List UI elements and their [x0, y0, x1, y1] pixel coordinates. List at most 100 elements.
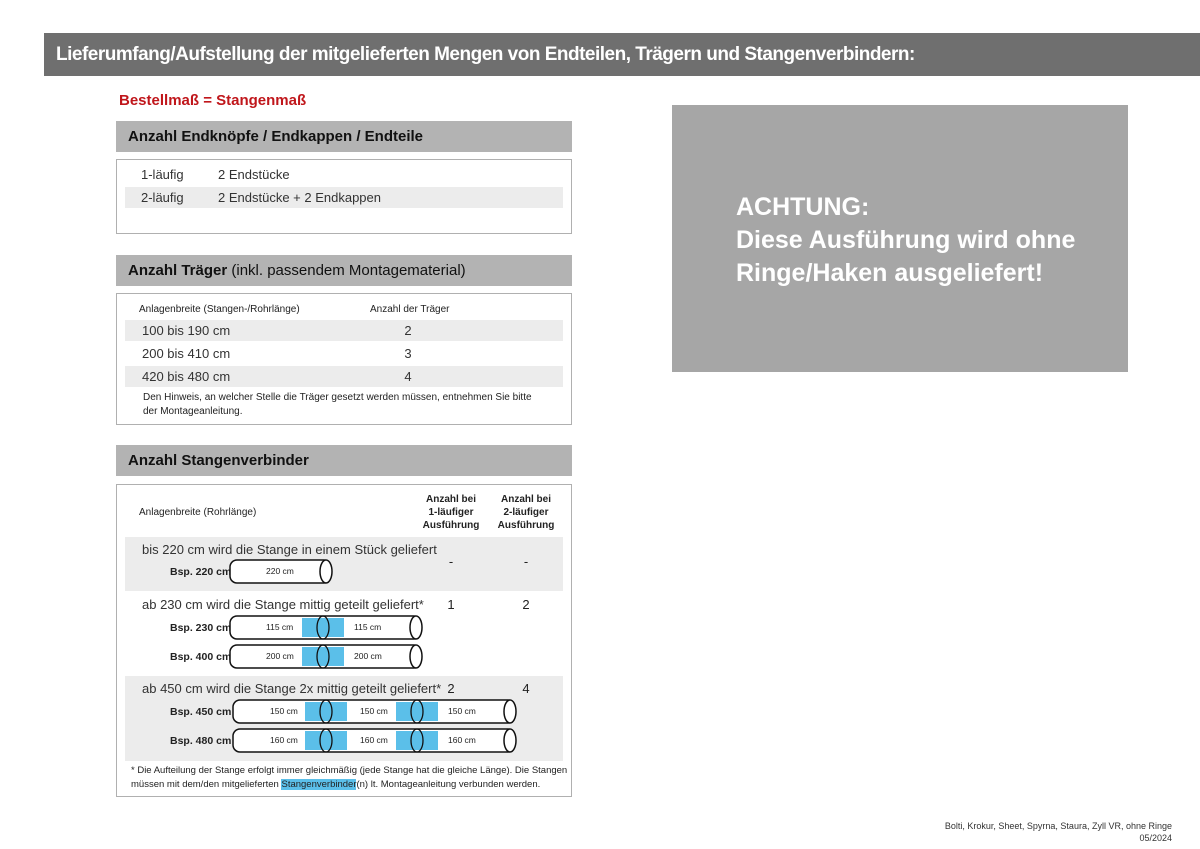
pipe-diagram — [229, 615, 423, 640]
subtitle: Bestellmaß = Stangenmaß — [119, 92, 307, 109]
row-range: 200 bis 410 cm — [142, 346, 231, 361]
footnote: müssen mit dem/den mitgelieferten Stange… — [131, 779, 540, 790]
example-label: Bsp. 400 cm — [170, 651, 232, 663]
pipe-joint — [410, 699, 424, 724]
header-line: Anzahl bei — [425, 494, 476, 505]
endteile-heading-text: Anzahl Endknöpfe / Endkappen / Endteile — [128, 128, 424, 145]
example-label: Bsp. 450 cm — [170, 706, 232, 718]
column-header: Anlagenbreite (Rohrlänge) — [139, 507, 257, 518]
segment-length: 115 cm — [266, 622, 294, 632]
segment-length: 150 cm — [360, 706, 388, 716]
column-header: Anlagenbreite (Stangen-/Rohrlänge) — [139, 304, 300, 315]
pipe-end — [503, 699, 517, 724]
count-1-laeufig: 1 — [447, 597, 455, 612]
example-label: Bsp. 230 cm — [170, 622, 232, 634]
pipe-joint — [316, 644, 330, 669]
header-line: Ausführung — [497, 520, 555, 531]
footnote: * Die Aufteilung der Stange erfolgt imme… — [131, 765, 568, 776]
pipe-diagram — [232, 699, 517, 724]
page-title: Lieferumfang/Aufstellung der mitgeliefer… — [44, 33, 1200, 76]
count-2-laeufig: - — [523, 554, 529, 569]
note: Den Hinweis, an welcher Stelle die Träge… — [143, 392, 532, 403]
group-text: ab 230 cm wird die Stange mittig geteilt… — [142, 597, 424, 612]
footnote-highlight: Stangenverbinder — [281, 779, 357, 790]
column-header-1-laeufig: Anzahl bei 1-läufiger Ausführung — [421, 493, 481, 532]
row-range: 420 bis 480 cm — [142, 369, 231, 384]
row-count: 4 — [404, 369, 412, 384]
row-type: 1-läufig — [141, 167, 184, 182]
warning-box: ACHTUNG: Diese Ausführung wird ohne Ring… — [672, 105, 1128, 372]
traeger-heading: Anzahl Träger (inkl. passendem Montagema… — [116, 255, 572, 286]
count-2-laeufig: 2 — [522, 597, 530, 612]
traeger-heading-bold: Anzahl Träger — [128, 262, 228, 279]
row-count: 3 — [404, 346, 412, 361]
column-header: Anzahl der Träger — [370, 304, 450, 315]
pipe-end — [409, 615, 423, 640]
column-header-2-laeufig: Anzahl bei 2-läufiger Ausführung — [496, 493, 556, 532]
table-row: 100 bis 190 cm 2 — [125, 320, 563, 341]
pipe-end — [319, 559, 333, 584]
segment-length: 160 cm — [270, 735, 298, 745]
verbinder-heading-text: Anzahl Stangenverbinder — [128, 452, 309, 469]
endteile-heading: Anzahl Endknöpfe / Endkappen / Endteile — [116, 121, 572, 152]
connector — [302, 618, 344, 637]
count-2-laeufig: 4 — [522, 681, 530, 696]
verbinder-box — [116, 484, 572, 797]
table-row: 420 bis 480 cm 4 — [125, 366, 563, 387]
row-count: 2 — [404, 323, 412, 338]
example-label: Bsp. 220 cm — [170, 566, 232, 578]
note: der Montageanleitung. — [143, 406, 243, 417]
traeger-box — [116, 293, 572, 425]
header-line: 1-läufiger — [428, 507, 474, 518]
pipe-joint — [410, 728, 424, 753]
connector — [396, 702, 438, 721]
header-line: Anzahl bei — [500, 494, 551, 505]
header-line: 2-läufiger — [503, 507, 549, 518]
pipe-end — [503, 728, 517, 753]
header-line: Ausführung — [422, 520, 480, 531]
pipe-diagram — [229, 644, 423, 669]
group-text: ab 450 cm wird die Stange 2x mittig gete… — [142, 681, 442, 696]
row-range: 100 bis 190 cm — [142, 323, 231, 338]
pipe-joint — [316, 615, 330, 640]
segment-length: 200 cm — [266, 651, 294, 661]
verbinder-heading: Anzahl Stangenverbinder — [116, 445, 572, 476]
segment-length: 150 cm — [270, 706, 298, 716]
table-row: 200 bis 410 cm 3 — [125, 343, 563, 364]
segment-length: 200 cm — [354, 651, 382, 661]
warning-line: Diese Ausführung wird ohne — [736, 226, 1076, 254]
table-row: 2-läufig 2 Endstücke + 2 Endkappen — [125, 187, 563, 208]
segment-length: 160 cm — [448, 735, 476, 745]
group-text: bis 220 cm wird die Stange in einem Stüc… — [142, 542, 437, 557]
count-1-laeufig: - — [448, 554, 454, 569]
group-bg — [125, 537, 563, 591]
segment-length: 160 cm — [360, 735, 388, 745]
row-type: 2-läufig — [141, 190, 184, 205]
footnote-text: (n) lt. Montageanleitung verbunden werde… — [356, 779, 541, 790]
segment-length: 220 cm — [266, 566, 294, 576]
row-value: 2 Endstücke + 2 Endkappen — [218, 190, 381, 205]
count-1-laeufig: 2 — [447, 681, 455, 696]
pipe-end — [409, 644, 423, 669]
pipe-joint — [319, 699, 333, 724]
segment-length: 150 cm — [448, 706, 476, 716]
footnote-text: müssen mit dem/den mitgelieferten — [131, 779, 282, 790]
row-value: 2 Endstücke — [218, 167, 290, 182]
pipe-diagram — [229, 559, 333, 584]
pipe-joint — [319, 728, 333, 753]
warning-line: Ringe/Haken ausgeliefert! — [736, 259, 1044, 287]
connector — [302, 647, 344, 666]
connector — [396, 731, 438, 750]
footer-date: 05/2024 — [1139, 833, 1172, 843]
example-label: Bsp. 480 cm — [170, 735, 232, 747]
endteile-box — [116, 159, 572, 234]
connector — [305, 731, 347, 750]
footer-products: Bolti, Krokur, Sheet, Spyrna, Staura, Zy… — [944, 821, 1172, 831]
table-row: 1-läufig 2 Endstücke — [125, 164, 563, 185]
connector — [305, 702, 347, 721]
segment-length: 115 cm — [354, 622, 382, 632]
warning-line: ACHTUNG: — [736, 193, 870, 221]
pipe-diagram — [232, 728, 517, 753]
traeger-heading-rest: (inkl. passendem Montagematerial) — [227, 262, 466, 279]
